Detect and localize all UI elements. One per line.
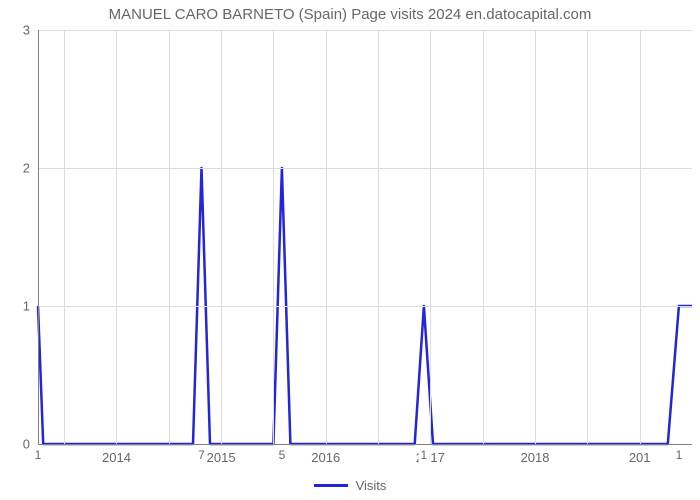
y-axis-line [38,30,39,444]
y-tick-label: 1 [23,299,30,314]
gridline-v [273,30,274,444]
plot-area: 01232014201520162017201820117511 [38,30,692,444]
x-tick-label: 201 [629,450,651,465]
spike-value-label: 1 [674,448,685,462]
gridline-v [587,30,588,444]
legend: Visits [0,478,700,493]
gridline-v [430,30,431,444]
series-line [38,30,692,444]
y-tick-label: 3 [23,23,30,38]
gridline-v [483,30,484,444]
spike-value-label: 5 [277,448,288,462]
gridline-v [378,30,379,444]
legend-swatch [314,484,348,487]
x-axis-line [38,444,692,445]
gridline-v [169,30,170,444]
legend-label: Visits [356,478,387,493]
x-tick-label: 2015 [207,450,236,465]
gridline-v [535,30,536,444]
chart-title: MANUEL CARO BARNETO (Spain) Page visits … [0,6,700,23]
x-tick-label: 2018 [521,450,550,465]
spike-value-label: 1 [33,448,44,462]
gridline-v [640,30,641,444]
gridline-v [221,30,222,444]
y-tick-label: 2 [23,161,30,176]
gridline-v [64,30,65,444]
x-tick-label: 2014 [102,450,131,465]
gridline-h [38,168,692,169]
gridline-v [116,30,117,444]
gridline-h [38,30,692,31]
gridline-h [38,306,692,307]
y-tick-label: 0 [23,437,30,452]
x-tick-label: 2016 [311,450,340,465]
gridline-v [326,30,327,444]
spike-value-label: 7 [196,448,207,462]
spike-value-label: 1 [419,448,430,462]
